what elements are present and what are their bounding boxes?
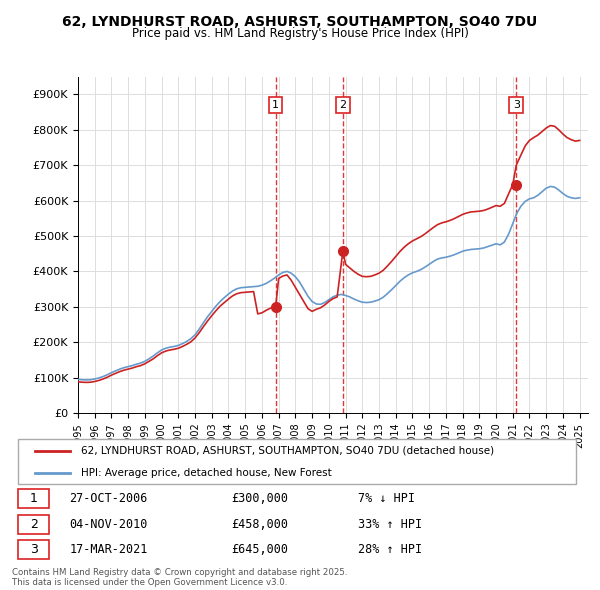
Text: 62, LYNDHURST ROAD, ASHURST, SOUTHAMPTON, SO40 7DU: 62, LYNDHURST ROAD, ASHURST, SOUTHAMPTON…: [62, 15, 538, 29]
Text: Contains HM Land Registry data © Crown copyright and database right 2025.
This d: Contains HM Land Registry data © Crown c…: [12, 568, 347, 587]
FancyBboxPatch shape: [18, 514, 49, 534]
FancyBboxPatch shape: [18, 489, 49, 508]
FancyBboxPatch shape: [18, 540, 49, 559]
Text: 2: 2: [340, 100, 346, 110]
Text: £300,000: £300,000: [231, 492, 288, 505]
Text: 17-MAR-2021: 17-MAR-2021: [70, 543, 148, 556]
Text: Price paid vs. HM Land Registry's House Price Index (HPI): Price paid vs. HM Land Registry's House …: [131, 27, 469, 40]
Text: 04-NOV-2010: 04-NOV-2010: [70, 517, 148, 530]
Text: HPI: Average price, detached house, New Forest: HPI: Average price, detached house, New …: [81, 468, 332, 478]
Text: £645,000: £645,000: [231, 543, 288, 556]
Text: 1: 1: [30, 492, 38, 505]
Text: 28% ↑ HPI: 28% ↑ HPI: [358, 543, 422, 556]
FancyBboxPatch shape: [18, 439, 577, 484]
Text: 62, LYNDHURST ROAD, ASHURST, SOUTHAMPTON, SO40 7DU (detached house): 62, LYNDHURST ROAD, ASHURST, SOUTHAMPTON…: [81, 445, 494, 455]
Text: 2: 2: [30, 517, 38, 530]
Text: £458,000: £458,000: [231, 517, 288, 530]
Text: 3: 3: [30, 543, 38, 556]
Text: 33% ↑ HPI: 33% ↑ HPI: [358, 517, 422, 530]
Text: 27-OCT-2006: 27-OCT-2006: [70, 492, 148, 505]
Text: 1: 1: [272, 100, 279, 110]
Text: 3: 3: [513, 100, 520, 110]
Text: 7% ↓ HPI: 7% ↓ HPI: [358, 492, 415, 505]
